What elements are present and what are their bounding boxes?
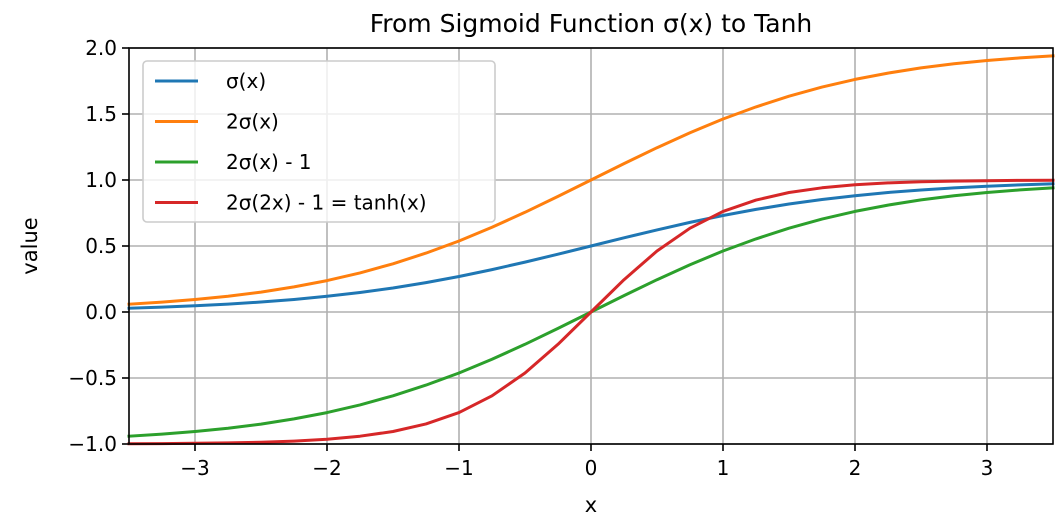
x-tick-label: 2 [849,456,862,480]
legend-label: 2σ(2x) - 1 = tanh(x) [226,191,427,215]
series-line-0 [127,182,1055,310]
x-tick-label: 3 [981,456,994,480]
legend-label: 2σ(x) - 1 [226,150,312,174]
legend-label: σ(x) [226,69,266,93]
y-tick-label: 2.0 [85,36,117,60]
y-axis-label: value [18,217,42,274]
series-line-3 [127,178,1055,446]
axis-ticks: −3 −2 −1 0 1 2 3 −1.0 −0.5 0.0 0.5 1.0 1.5 2.0 [68,36,993,480]
legend-box [142,60,496,223]
chart-title: From Sigmoid Function σ(x) to Tanh [370,9,813,38]
legend: σ(x) 2σ(x) 2σ(x) - 1 2σ(2x) - 1 = tanh(x) [142,60,496,223]
x-tick-label: 1 [717,456,730,480]
y-tick-label: 1.0 [85,168,117,192]
legend-label: 2σ(x) [226,110,279,134]
y-tick-label: 0.0 [85,300,117,324]
x-tick-label: 0 [585,456,598,480]
y-tick-label: 1.5 [85,102,117,126]
y-tick-label: 0.5 [85,234,117,258]
series-lines [127,54,1055,446]
x-tick-label: −2 [312,456,341,480]
y-tick-label: −1.0 [68,432,117,456]
y-tick-label: −0.5 [68,366,117,390]
x-tick-label: −3 [180,456,209,480]
x-axis-label: x [585,493,597,517]
series-line-1 [127,54,1055,306]
x-tick-label: −1 [444,456,473,480]
